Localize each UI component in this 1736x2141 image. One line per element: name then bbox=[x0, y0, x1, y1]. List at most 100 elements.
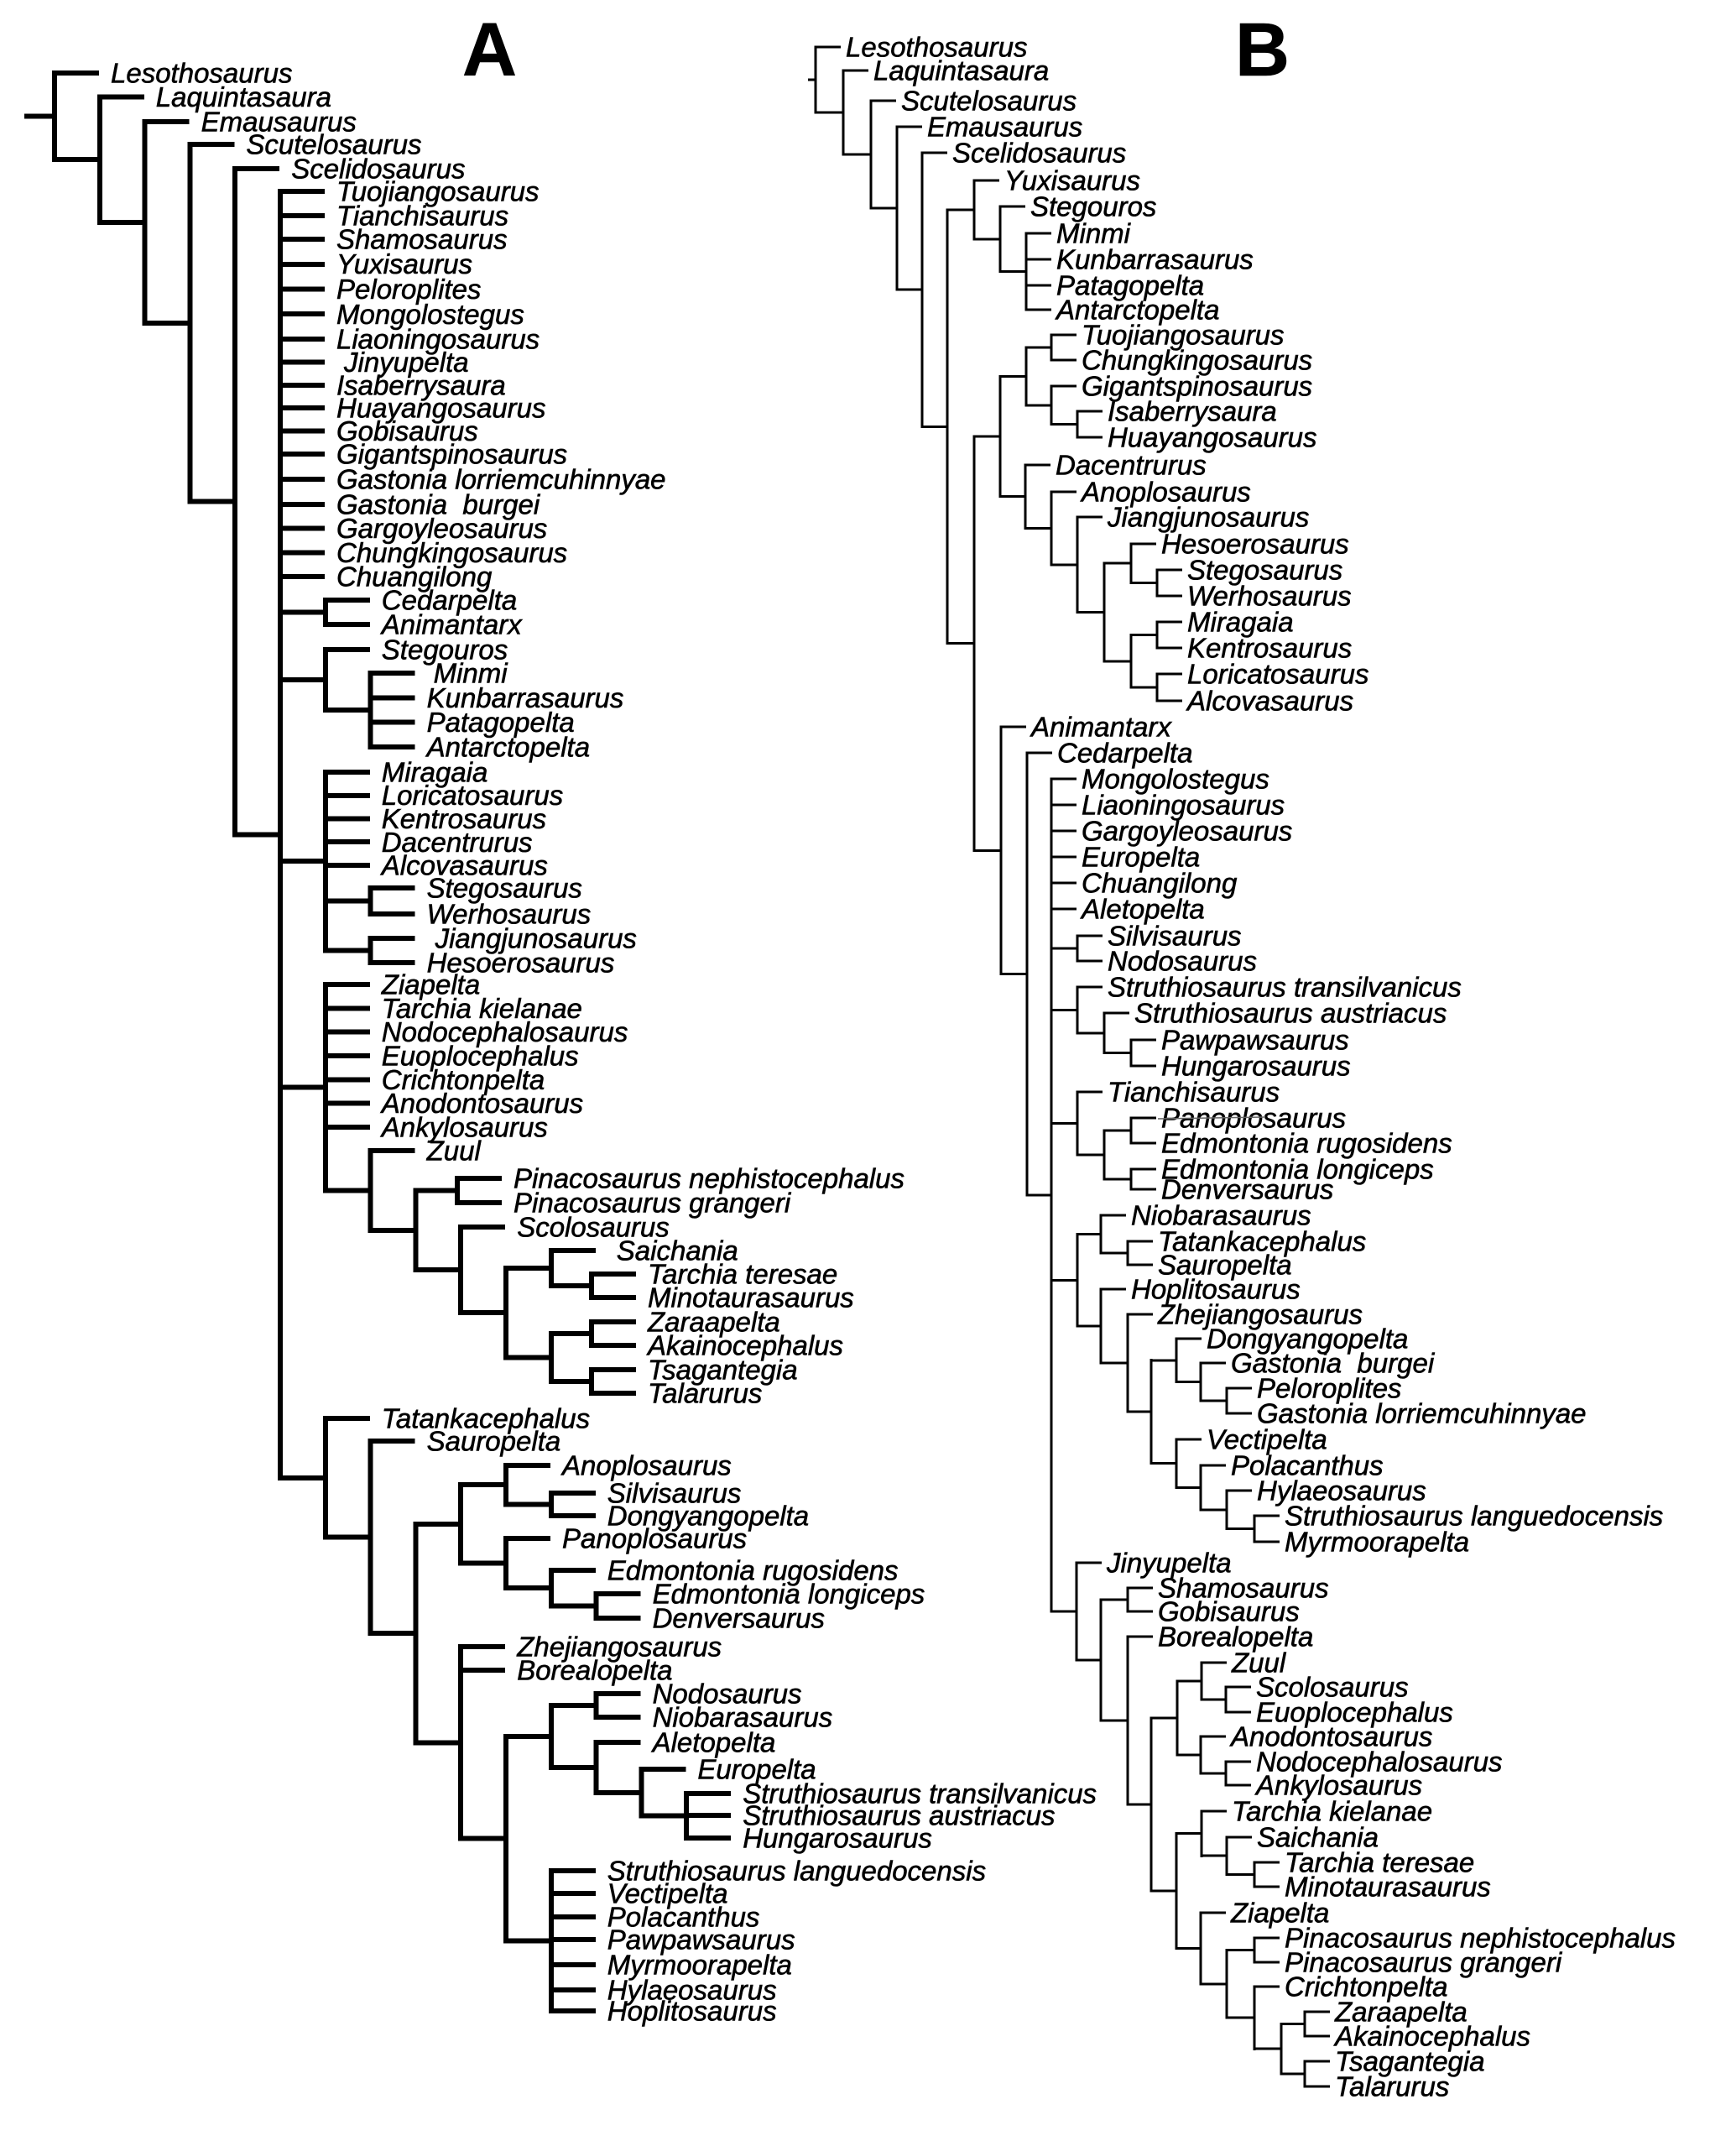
svg-text:Alcovasaurus: Alcovasaurus bbox=[1186, 686, 1353, 717]
svg-text:Patagopelta: Patagopelta bbox=[427, 707, 575, 738]
svg-text:Vectipelta: Vectipelta bbox=[1207, 1424, 1327, 1455]
svg-text:Hylaeosaurus: Hylaeosaurus bbox=[607, 1975, 777, 2006]
svg-text:Niobarasaurus: Niobarasaurus bbox=[1131, 1200, 1311, 1231]
svg-text:Saichania: Saichania bbox=[617, 1235, 738, 1266]
svg-text:Talarurus: Talarurus bbox=[1335, 2071, 1449, 2102]
svg-text:Tatankacephalus: Tatankacephalus bbox=[1158, 1226, 1366, 1257]
svg-text:Animantarx: Animantarx bbox=[1030, 712, 1172, 743]
svg-text:Struthiosaurus languedocensis: Struthiosaurus languedocensis bbox=[1285, 1501, 1663, 1532]
svg-text:Edmontonia longiceps: Edmontonia longiceps bbox=[653, 1579, 925, 1610]
svg-text:Borealopelta: Borealopelta bbox=[517, 1655, 672, 1686]
svg-text:Zhejiangosaurus: Zhejiangosaurus bbox=[516, 1632, 722, 1663]
svg-text:Tarchia kielanae: Tarchia kielanae bbox=[1232, 1796, 1432, 1827]
svg-text:Nodosaurus: Nodosaurus bbox=[1108, 946, 1257, 977]
svg-text:Edmontonia rugosidens: Edmontonia rugosidens bbox=[607, 1555, 899, 1586]
svg-text:Loricatosaurus: Loricatosaurus bbox=[382, 780, 563, 811]
svg-text:Saichania: Saichania bbox=[1257, 1822, 1379, 1853]
svg-text:Gastonia burgei: Gastonia burgei bbox=[336, 489, 541, 520]
svg-text:Dongyangopelta: Dongyangopelta bbox=[1207, 1324, 1408, 1355]
svg-text:Tatankacephalus: Tatankacephalus bbox=[382, 1403, 590, 1434]
svg-text:Minotaurasaurus: Minotaurasaurus bbox=[1285, 1872, 1491, 1903]
svg-text:Minmi: Minmi bbox=[434, 658, 509, 689]
svg-text:Nodosaurus: Nodosaurus bbox=[653, 1679, 802, 1710]
svg-text:Liaoningosaurus: Liaoningosaurus bbox=[336, 324, 540, 355]
svg-text:Mongolostegus: Mongolostegus bbox=[1082, 764, 1269, 795]
svg-text:Chungkingosaurus: Chungkingosaurus bbox=[336, 537, 567, 568]
svg-text:Emausaurus: Emausaurus bbox=[927, 112, 1082, 143]
svg-text:Polacanthus: Polacanthus bbox=[1231, 1450, 1384, 1481]
svg-text:Gargoyleosaurus: Gargoyleosaurus bbox=[1082, 816, 1292, 847]
svg-text:Struthiosaurus austriacus: Struthiosaurus austriacus bbox=[1134, 998, 1447, 1029]
svg-text:Pinacosaurus nephistocephalus: Pinacosaurus nephistocephalus bbox=[514, 1163, 904, 1194]
svg-text:Europelta: Europelta bbox=[697, 1754, 816, 1785]
svg-text:Polacanthus: Polacanthus bbox=[607, 1902, 760, 1933]
svg-text:Anoplosaurus: Anoplosaurus bbox=[1080, 477, 1251, 508]
svg-text:Animantarx: Animantarx bbox=[380, 609, 523, 640]
svg-text:Struthiosaurus transilvanicus: Struthiosaurus transilvanicus bbox=[1108, 972, 1462, 1003]
svg-text:Stegouros: Stegouros bbox=[1030, 191, 1156, 222]
svg-text:Dongyangopelta: Dongyangopelta bbox=[607, 1501, 809, 1532]
svg-text:Werhosaurus: Werhosaurus bbox=[1187, 581, 1352, 612]
svg-text:Kunbarrasaurus: Kunbarrasaurus bbox=[427, 682, 624, 713]
svg-text:Huayangosaurus: Huayangosaurus bbox=[336, 393, 546, 424]
svg-text:Chuangilong: Chuangilong bbox=[1082, 868, 1238, 899]
svg-text:Tuojiangosaurus: Tuojiangosaurus bbox=[1082, 320, 1285, 351]
svg-text:Isaberrysaura: Isaberrysaura bbox=[336, 369, 506, 400]
svg-text:Tarchia kielanae: Tarchia kielanae bbox=[382, 993, 582, 1024]
svg-text:Gastonia lorriemcuhinnyae: Gastonia lorriemcuhinnyae bbox=[1257, 1398, 1587, 1429]
svg-text:Ziapelta: Ziapelta bbox=[1230, 1898, 1329, 1929]
svg-text:Patagopelta: Patagopelta bbox=[1056, 270, 1204, 301]
svg-text:Gobisaurus: Gobisaurus bbox=[336, 415, 478, 446]
svg-text:Nodocephalosaurus: Nodocephalosaurus bbox=[382, 1016, 628, 1047]
svg-text:Talarurus: Talarurus bbox=[648, 1378, 762, 1409]
svg-text:Tsagantegia: Tsagantegia bbox=[1335, 2046, 1485, 2077]
svg-text:Ankylosaurus: Ankylosaurus bbox=[1254, 1770, 1422, 1801]
svg-text:Lesothosaurus: Lesothosaurus bbox=[111, 58, 292, 89]
svg-text:Lesothosaurus: Lesothosaurus bbox=[846, 32, 1027, 63]
svg-text:Silvisaurus: Silvisaurus bbox=[1108, 921, 1242, 952]
svg-text:Kentrosaurus: Kentrosaurus bbox=[1187, 633, 1352, 664]
svg-text:Aletopelta: Aletopelta bbox=[651, 1727, 776, 1758]
svg-text:Pinacosaurus grangeri: Pinacosaurus grangeri bbox=[1285, 1947, 1563, 1978]
svg-text:Edmontonia longiceps: Edmontonia longiceps bbox=[1161, 1154, 1434, 1185]
svg-text:Struthiosaurus languedocensis: Struthiosaurus languedocensis bbox=[607, 1856, 986, 1887]
svg-text:Aletopelta: Aletopelta bbox=[1080, 894, 1205, 925]
svg-text:Zhejiangosaurus: Zhejiangosaurus bbox=[1157, 1299, 1363, 1330]
svg-text:Hoplitosaurus: Hoplitosaurus bbox=[607, 1996, 777, 2027]
svg-text:Zuul: Zuul bbox=[1231, 1648, 1287, 1679]
svg-text:B: B bbox=[1235, 8, 1290, 92]
svg-text:Anodontosaurus: Anodontosaurus bbox=[1229, 1721, 1432, 1752]
svg-text:Stegosaurus: Stegosaurus bbox=[427, 873, 582, 904]
svg-text:Panoplosaurus: Panoplosaurus bbox=[1161, 1103, 1346, 1134]
svg-text:Euoplocephalus: Euoplocephalus bbox=[382, 1041, 579, 1072]
svg-text:Zaraapelta: Zaraapelta bbox=[647, 1307, 780, 1338]
svg-text:Niobarasaurus: Niobarasaurus bbox=[653, 1702, 833, 1733]
svg-text:Pawpawsaurus: Pawpawsaurus bbox=[1161, 1025, 1349, 1056]
svg-text:Zaraapelta: Zaraapelta bbox=[1334, 1997, 1468, 2028]
svg-text:Liaoningosaurus: Liaoningosaurus bbox=[1082, 790, 1285, 821]
svg-text:Dacentrurus: Dacentrurus bbox=[382, 827, 533, 858]
svg-text:Hesoerosaurus: Hesoerosaurus bbox=[1161, 529, 1349, 560]
svg-text:Denversaurus: Denversaurus bbox=[1161, 1174, 1333, 1205]
svg-text:Scelidosaurus: Scelidosaurus bbox=[291, 154, 465, 185]
svg-text:Yuxisaurus: Yuxisaurus bbox=[1004, 165, 1140, 196]
svg-text:Gargoyleosaurus: Gargoyleosaurus bbox=[336, 513, 547, 544]
svg-text:Crichtonpelta: Crichtonpelta bbox=[1285, 1971, 1447, 2003]
svg-text:Sauropelta: Sauropelta bbox=[427, 1426, 561, 1457]
svg-text:Nodocephalosaurus: Nodocephalosaurus bbox=[1256, 1747, 1503, 1778]
svg-text:Laquintasaura: Laquintasaura bbox=[156, 81, 331, 112]
svg-text:Hesoerosaurus: Hesoerosaurus bbox=[427, 948, 615, 979]
svg-text:Gastonia burgei: Gastonia burgei bbox=[1231, 1348, 1436, 1379]
svg-text:Scutelosaurus: Scutelosaurus bbox=[246, 129, 421, 160]
svg-text:Huayangosaurus: Huayangosaurus bbox=[1108, 422, 1317, 453]
svg-text:Peloroplites: Peloroplites bbox=[336, 274, 481, 305]
svg-text:Hungarosaurus: Hungarosaurus bbox=[743, 1823, 932, 1854]
svg-text:Scelidosaurus: Scelidosaurus bbox=[952, 138, 1126, 169]
svg-text:Scolosaurus: Scolosaurus bbox=[1256, 1672, 1409, 1703]
svg-text:Pinacosaurus grangeri: Pinacosaurus grangeri bbox=[514, 1188, 792, 1219]
svg-text:Alcovasaurus: Alcovasaurus bbox=[380, 850, 548, 881]
svg-text:Peloroplites: Peloroplites bbox=[1257, 1373, 1401, 1404]
svg-text:Mongolostegus: Mongolostegus bbox=[336, 299, 524, 330]
svg-text:Gastonia lorriemcuhinnyae: Gastonia lorriemcuhinnyae bbox=[336, 464, 666, 495]
svg-text:Euoplocephalus: Euoplocephalus bbox=[1256, 1697, 1453, 1728]
